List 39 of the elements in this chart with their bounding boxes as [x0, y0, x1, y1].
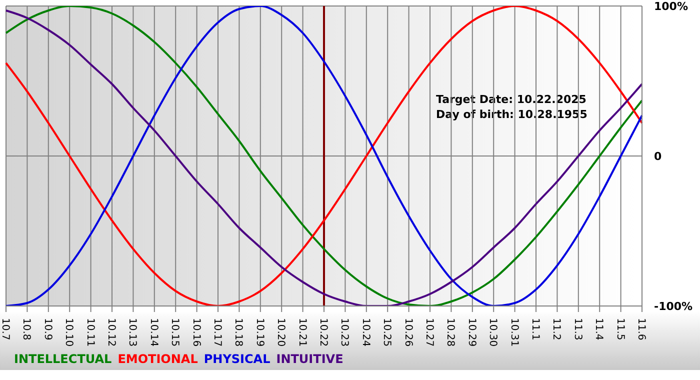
x-tick-label: 11.6	[636, 318, 646, 340]
x-tick-label: 10.28	[444, 318, 456, 347]
x-tick-label: 10.31	[508, 318, 520, 347]
x-tick-label: 10.20	[275, 318, 286, 347]
y-tick-label: 100%	[654, 0, 688, 13]
x-tick-label: 10.13	[126, 318, 138, 347]
text: INTELLECTUAL	[14, 352, 112, 366]
x-tick-label: 11.4	[593, 318, 604, 340]
text: EMOTIONAL	[118, 352, 198, 366]
text: PHYSICAL	[204, 352, 270, 366]
x-tick-label: 10.11	[84, 318, 96, 347]
x-tick-label: 10.8	[20, 318, 32, 340]
text: INTUITIVE	[276, 352, 344, 366]
x-tick-label: 10.19	[254, 318, 265, 347]
x-tick-label: 10.29	[466, 318, 477, 347]
x-tick-label: 10.7	[0, 318, 10, 340]
x-tick-label: 10.23	[338, 318, 350, 347]
x-tick-label: 10.30	[487, 318, 498, 347]
x-tick-label: 11.3	[572, 318, 583, 340]
x-tick-label: 10.24	[360, 318, 371, 347]
x-tick-label: 10.18	[232, 318, 244, 347]
x-tick-label: 11.5	[614, 318, 626, 340]
y-tick-label: 0	[654, 150, 662, 163]
x-tick-label: 10.25	[381, 318, 392, 347]
x-tick-label: 10.27	[424, 318, 434, 347]
x-tick-label: 10.22	[318, 318, 328, 347]
x-tick-label: 10.21	[296, 318, 308, 347]
x-tick-label: 10.10	[63, 318, 74, 347]
y-tick-label: -100%	[654, 300, 693, 313]
x-tick-label: 11.2	[550, 318, 562, 340]
x-tick-label: 10.14	[148, 318, 159, 347]
x-tick-label: 10.15	[169, 318, 180, 347]
annotation: Target Date: 10.22.2025	[436, 92, 588, 107]
x-tick-label: 10.26	[402, 318, 414, 347]
x-tick-label: 10.9	[42, 318, 53, 340]
x-tick-label: 11.1	[530, 318, 540, 340]
x-tick-label: 10.17	[212, 318, 222, 347]
x-tick-label: 10.12	[106, 318, 116, 347]
x-tick-label: 10.16	[190, 318, 202, 347]
